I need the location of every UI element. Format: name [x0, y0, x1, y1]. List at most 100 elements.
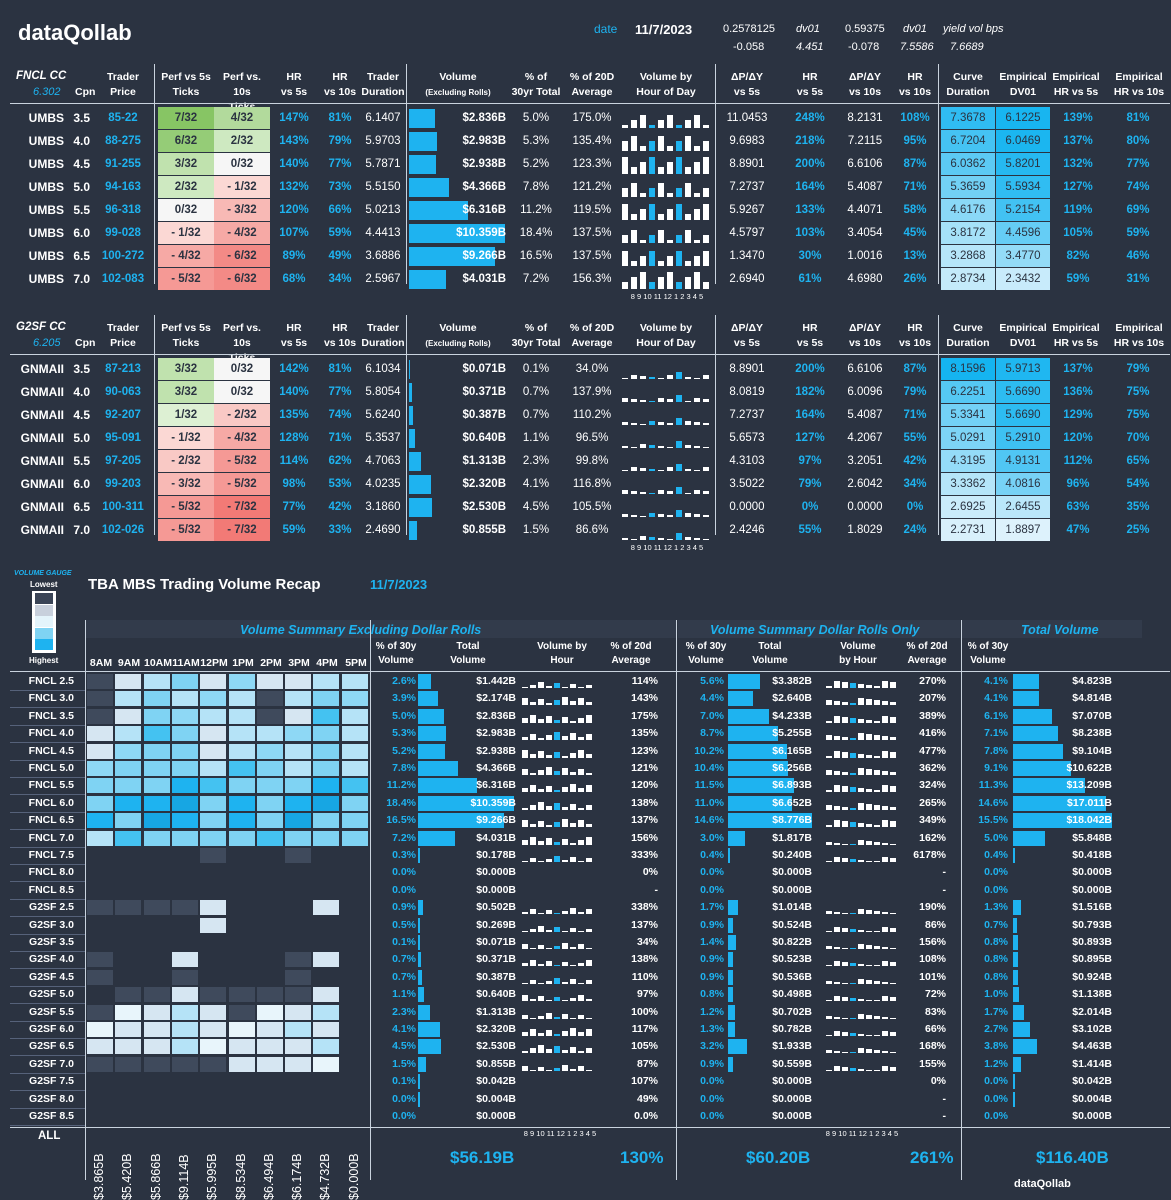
spark-bar [546, 961, 552, 967]
recap-sparkline-rolls [826, 798, 898, 810]
trader-price[interactable]: 100-311 [102, 501, 144, 513]
date-label: date [594, 22, 618, 36]
heat-cell [86, 812, 114, 830]
heat-cell [284, 968, 312, 986]
pct-30y-ex: 2.3% [392, 1005, 416, 1018]
hour-bar [631, 423, 637, 425]
trader-price[interactable]: 102-026 [101, 524, 145, 536]
trader-price[interactable]: 100-272 [101, 250, 145, 262]
heat-cell [256, 812, 284, 830]
hr-5s: 68% [282, 273, 306, 285]
dp-dy-10s: 3.2051 [847, 455, 883, 467]
spark-bar [858, 909, 864, 915]
total-bar-all [1013, 917, 1018, 933]
trader-duration: 4.4413 [365, 227, 401, 239]
recap-row-name: G2SF 8.5 [29, 1110, 74, 1122]
row-cpn: 4.0 [73, 134, 90, 148]
fncl-col-header: % of 30yr Total [508, 70, 564, 100]
recap-sparkline-ex [522, 711, 602, 723]
trader-price[interactable]: 95-091 [105, 432, 141, 444]
spark-bar [874, 1015, 880, 1019]
trader-price[interactable]: 97-205 [105, 455, 141, 467]
hour-header: 1PM [232, 657, 254, 669]
avg-20d-ex: 333% [631, 849, 658, 861]
hour-bar [667, 162, 673, 174]
g2sf-col-header: HR vs 10s [890, 321, 940, 351]
total-bar-ex [418, 987, 424, 1003]
spark-bar [554, 1034, 560, 1036]
hr-10s: 71% [328, 432, 352, 444]
hour-bar [622, 125, 628, 128]
trader-price[interactable]: 99-203 [105, 478, 141, 490]
heat-cell [86, 794, 114, 812]
trader-price[interactable]: 96-318 [105, 204, 141, 216]
heat-cell [199, 847, 227, 864]
pct-30y-ex: 1.1% [392, 988, 416, 1001]
hour-bar [703, 399, 709, 402]
trader-price[interactable]: 99-028 [105, 227, 141, 239]
trader-price[interactable]: 91-255 [105, 158, 141, 170]
trader-price[interactable]: 90-063 [105, 386, 141, 398]
total-bar-all [1013, 1039, 1038, 1055]
pct-30y-rolls: 11.0% [694, 796, 724, 809]
trader-price[interactable]: 85-22 [108, 112, 138, 124]
avg-20d-rolls: - [942, 883, 947, 896]
spark-bar [570, 752, 576, 758]
pct-30y-rolls: 8.7% [700, 727, 724, 740]
section-total [962, 620, 1142, 638]
hour-bar [676, 441, 682, 448]
spark-bar [874, 825, 880, 828]
spark-bar [850, 998, 856, 1002]
spark-bar [882, 771, 888, 775]
g2sf-title: G2SF CC [16, 321, 66, 333]
spark-bar [554, 841, 560, 845]
heat-cell [284, 829, 312, 847]
trader-price[interactable]: 87-213 [105, 363, 141, 375]
trader-price[interactable]: 92-207 [105, 409, 141, 421]
spark-bar [842, 737, 848, 741]
spark-bar [562, 819, 568, 828]
gauge-swatch [35, 604, 53, 616]
row-name: GNMAII [20, 431, 64, 445]
pct-30yr: 11.2% [520, 204, 552, 216]
pct-30y-ex: 11.2% [386, 779, 416, 792]
spark-bar [890, 982, 896, 984]
heat-cell [256, 725, 284, 743]
hour-bar [649, 141, 655, 151]
spark-bar [842, 858, 848, 862]
hour-total: $5.995B [205, 1153, 219, 1200]
heat-cell [143, 1055, 171, 1073]
trader-price[interactable]: 88-275 [105, 135, 141, 147]
spark-bar [850, 843, 856, 845]
header-line2: vs 5s [796, 337, 824, 349]
heat-cell [114, 1055, 142, 1073]
total-bar-all [1013, 778, 1086, 794]
hr-5s-2: 164% [795, 409, 825, 421]
spark-bar [850, 717, 856, 723]
trader-duration: 2.4690 [365, 524, 401, 536]
trader-price[interactable]: 102-083 [101, 273, 145, 285]
recap-sparkline-rolls [826, 693, 898, 706]
spark-bar [858, 753, 864, 758]
trader-price[interactable]: 94-163 [105, 181, 141, 193]
spark-bar [882, 857, 888, 862]
heat-cell [312, 690, 340, 708]
g2sf-col-header: HR vs 5s [272, 321, 316, 351]
spark-bar [882, 681, 888, 688]
hour-bar [658, 230, 664, 243]
perf-10s-ticks: - 7/32 [214, 519, 270, 541]
hour-sparkline [622, 521, 712, 540]
pct-30y-ex: 16.5% [386, 814, 416, 827]
spark-bar [586, 1069, 592, 1071]
spark-bar [874, 946, 880, 949]
heat-cell [228, 742, 256, 760]
hour-bar [685, 214, 691, 220]
fncl-cc-value: 6.302 [33, 86, 61, 98]
col-total-2: Total Volume [752, 641, 788, 666]
empirical-hr-10s: 70% [1126, 432, 1150, 444]
spark-bar [866, 719, 872, 723]
dp-dy-10s: 8.2131 [847, 112, 883, 124]
spark-bar [874, 911, 880, 915]
heat-cell [312, 986, 340, 1004]
heat-cell [228, 777, 256, 795]
